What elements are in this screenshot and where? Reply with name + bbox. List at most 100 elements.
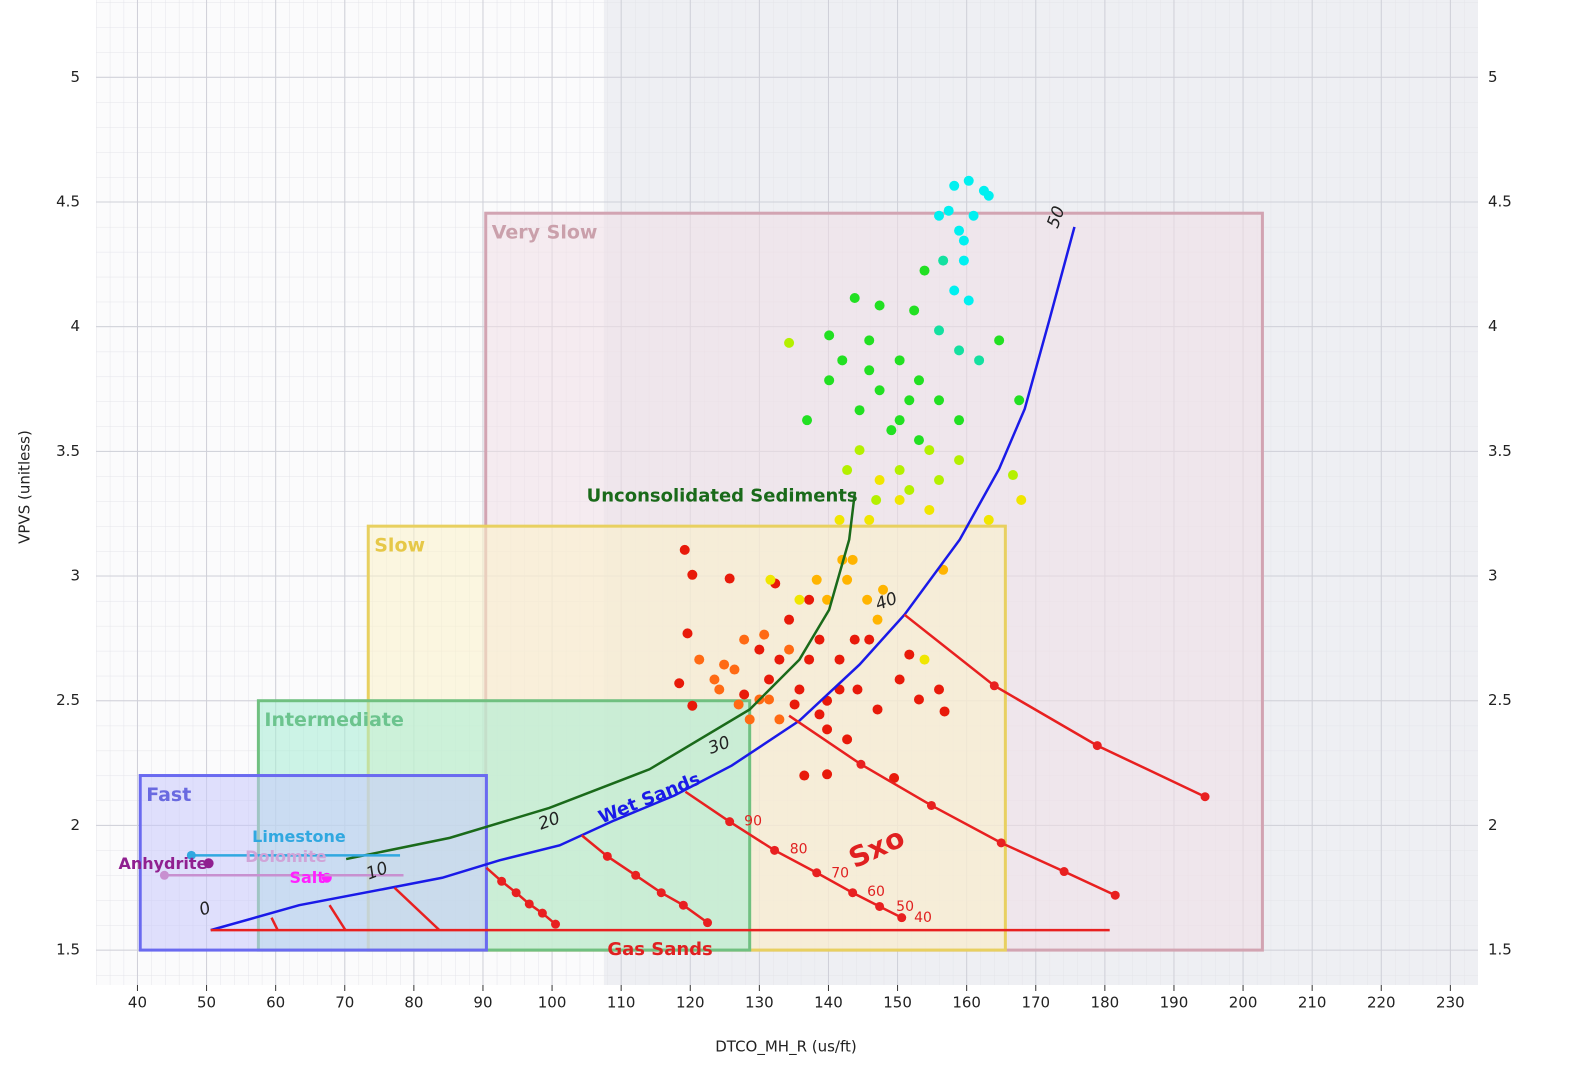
data-point [949,285,960,296]
x-tick-label: 150 [883,994,912,1012]
data-point [904,395,915,406]
data-point [733,699,744,710]
curve-marker [1092,741,1102,751]
data-point [847,554,858,565]
data-point [765,574,776,585]
x-tick-label: 120 [676,994,705,1012]
data-point [852,684,863,695]
data-point [854,405,865,416]
data-point [974,355,985,366]
data-point [874,475,885,486]
y-tick-label: 2.5 [56,691,80,709]
x-tick-label: 80 [404,994,423,1012]
data-point [954,455,965,466]
sxo-label: 80 [790,841,808,857]
data-point [878,584,889,595]
annotation: Dolomite [245,847,327,866]
x-tick-label: 60 [266,994,285,1012]
curve [345,493,856,861]
data-point [709,674,720,685]
data-point [938,255,949,266]
y-tick-label: 5 [70,68,80,86]
data-point [854,445,865,456]
data-point [824,375,835,386]
data-point [913,694,924,705]
data-point [739,689,750,700]
data-point [886,425,897,436]
curve-marker [926,800,936,810]
annotation: Anhydrite [118,854,207,873]
data-point [822,724,833,735]
annotation: Unconsolidated Sediments [587,486,858,507]
data-point [934,475,945,486]
data-point [784,614,795,625]
data-point [714,684,725,695]
data-point [1014,395,1025,406]
curve-marker [989,681,999,691]
data-point [934,210,945,221]
data-point [904,649,915,660]
curve-marker [725,817,735,827]
x-tick-label: 50 [197,994,216,1012]
sxo-label: 70 [831,865,849,881]
data-point [729,664,740,675]
x-axis-title: DTCO_MH_R (us/ft) [715,1038,857,1057]
data-point [834,514,845,525]
x-tick-label: 230 [1436,994,1465,1012]
y-tick-label: 1.5 [56,941,80,959]
x-tick-label: 110 [607,994,636,1012]
y-tick-label-right: 2.5 [1488,691,1512,709]
curve-marker [602,851,612,861]
data-point [794,594,805,605]
annotation: Gas Sands [607,939,712,960]
data-point [954,345,965,356]
curve-marker [812,868,822,878]
x-tick-label: 170 [1021,994,1050,1012]
data-point [963,295,974,306]
y-tick-label: 3 [70,567,80,585]
data-point [203,858,214,869]
data-point [894,494,905,505]
data-point [739,634,750,645]
data-point [834,654,845,665]
data-point [759,629,770,640]
data-point [872,614,883,625]
sxo-label: 60 [867,884,885,900]
data-point [949,180,960,191]
data-point [687,569,698,580]
data-point [958,255,969,266]
data-point [679,544,690,555]
curve-marker [656,888,666,898]
data-point [904,485,915,496]
zone-label: Slow [374,535,425,557]
curve-marker [186,850,196,860]
annotation: Limestone [252,827,346,846]
data-point [943,205,954,216]
x-tick-label: 130 [745,994,774,1012]
y-tick-label: 4.5 [56,192,80,210]
curve-marker [524,899,534,909]
zone-label: Intermediate [264,709,404,731]
zone-label: Very Slow [492,222,598,244]
data-point [934,684,945,695]
data-point [811,574,822,585]
data-point [764,674,775,685]
data-point [924,445,935,456]
curve-marker [856,759,866,769]
data-point [789,699,800,710]
x-tick-label: 100 [538,994,567,1012]
data-point [983,514,994,525]
data-point [874,300,885,311]
y-tick-label-right: 3 [1488,567,1498,585]
data-point [849,634,860,645]
y-tick-label: 4 [70,317,80,335]
curve [270,917,279,931]
x-tick-label: 40 [128,994,147,1012]
data-point [864,365,875,376]
curve-marker [497,876,507,886]
data-point [724,573,735,584]
curve-marker [631,870,641,880]
data-point [934,325,945,336]
sxo-label: 90 [744,813,762,829]
